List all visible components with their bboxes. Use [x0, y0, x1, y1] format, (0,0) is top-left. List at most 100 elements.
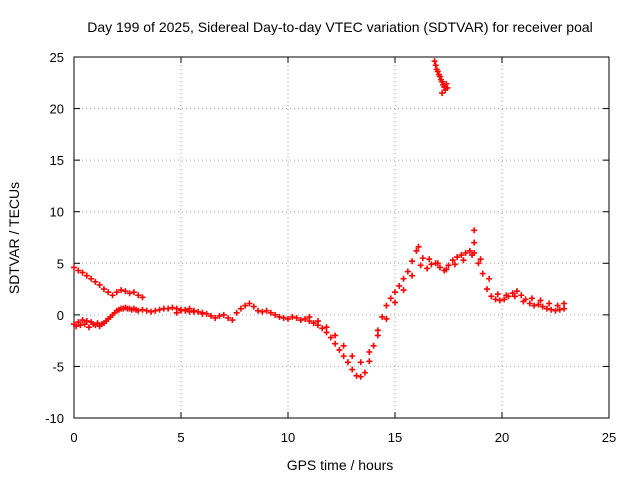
x-tick-label: 5 — [177, 430, 184, 445]
data-point — [445, 262, 452, 269]
data-point — [546, 300, 553, 307]
data-point — [75, 319, 82, 326]
data-point — [77, 322, 84, 329]
y-tick-label: 5 — [57, 256, 64, 271]
y-tick-label: -10 — [45, 411, 64, 426]
data-point — [520, 298, 527, 305]
data-point — [143, 307, 150, 314]
data-point — [135, 307, 142, 314]
data-point — [383, 302, 390, 309]
data-point — [484, 286, 491, 293]
data-point — [148, 308, 155, 315]
data-point — [444, 84, 451, 91]
data-point — [349, 353, 356, 360]
data-point — [113, 289, 120, 296]
data-point — [471, 239, 478, 246]
data-point — [494, 291, 501, 298]
data-point — [436, 264, 443, 271]
data-point — [165, 305, 172, 312]
data-point — [285, 315, 291, 322]
data-point — [212, 314, 219, 321]
data-point — [415, 243, 422, 250]
data-point — [289, 313, 296, 320]
data-point — [561, 300, 568, 307]
x-tick-label: 15 — [388, 430, 402, 445]
data-point — [475, 260, 482, 267]
data-point — [419, 255, 426, 262]
data-point — [293, 314, 300, 321]
data-point — [357, 359, 364, 366]
data-point — [272, 311, 279, 318]
data-point — [374, 327, 381, 334]
data-point — [100, 286, 107, 293]
data-point — [71, 264, 77, 271]
series-isolated — [431, 58, 451, 97]
data-point — [486, 275, 493, 282]
data-point — [436, 73, 443, 80]
data-point — [492, 296, 499, 303]
y-tick-label: 20 — [50, 102, 64, 117]
data-point — [454, 254, 461, 261]
data-point — [479, 270, 486, 277]
data-point — [362, 369, 369, 376]
data-point — [297, 317, 304, 324]
data-point — [276, 313, 283, 320]
data-point — [426, 256, 433, 263]
data-point — [250, 303, 257, 310]
data-point — [404, 268, 411, 275]
data-point — [439, 90, 446, 97]
data-point — [246, 300, 253, 307]
data-point — [539, 303, 546, 310]
data-point — [207, 312, 214, 319]
x-tick-label: 0 — [70, 430, 77, 445]
data-point — [105, 289, 112, 296]
data-point — [488, 293, 495, 300]
data-point — [537, 297, 544, 304]
data-point — [139, 306, 146, 313]
x-axis-ticks: 0 5 10 15 20 25 — [70, 57, 616, 445]
data-point — [449, 257, 456, 264]
data-point — [255, 307, 262, 314]
data-point — [259, 308, 266, 315]
data-marks — [71, 58, 568, 380]
data-point — [314, 318, 321, 325]
data-point — [513, 288, 520, 295]
data-point — [152, 307, 159, 314]
data-point — [503, 292, 510, 299]
data-point — [216, 312, 223, 319]
data-point — [434, 260, 441, 267]
data-point — [511, 293, 518, 300]
data-point — [400, 275, 407, 282]
data-point — [79, 269, 86, 276]
data-point — [336, 346, 343, 353]
data-point — [96, 281, 103, 288]
data-point — [443, 266, 450, 273]
data-point — [263, 307, 270, 314]
data-point — [349, 366, 356, 373]
data-point — [460, 257, 467, 264]
data-point — [135, 292, 142, 299]
data-point — [501, 296, 508, 303]
data-point — [109, 292, 116, 299]
data-point — [190, 308, 197, 315]
data-point — [451, 261, 458, 268]
data-point — [340, 353, 347, 360]
series-main — [71, 243, 568, 380]
data-point — [554, 302, 561, 309]
data-point — [310, 320, 317, 327]
data-point — [85, 324, 92, 331]
data-point — [178, 307, 184, 314]
data-point — [79, 317, 86, 324]
data-point — [509, 290, 516, 297]
data-point — [424, 265, 431, 272]
y-tick-label: -5 — [52, 359, 64, 374]
data-point — [387, 295, 394, 302]
data-point — [392, 299, 398, 306]
data-point — [233, 309, 240, 316]
data-point — [439, 78, 446, 85]
data-point — [306, 313, 313, 320]
data-point — [548, 306, 555, 313]
data-point — [340, 342, 347, 349]
data-point — [409, 258, 416, 265]
